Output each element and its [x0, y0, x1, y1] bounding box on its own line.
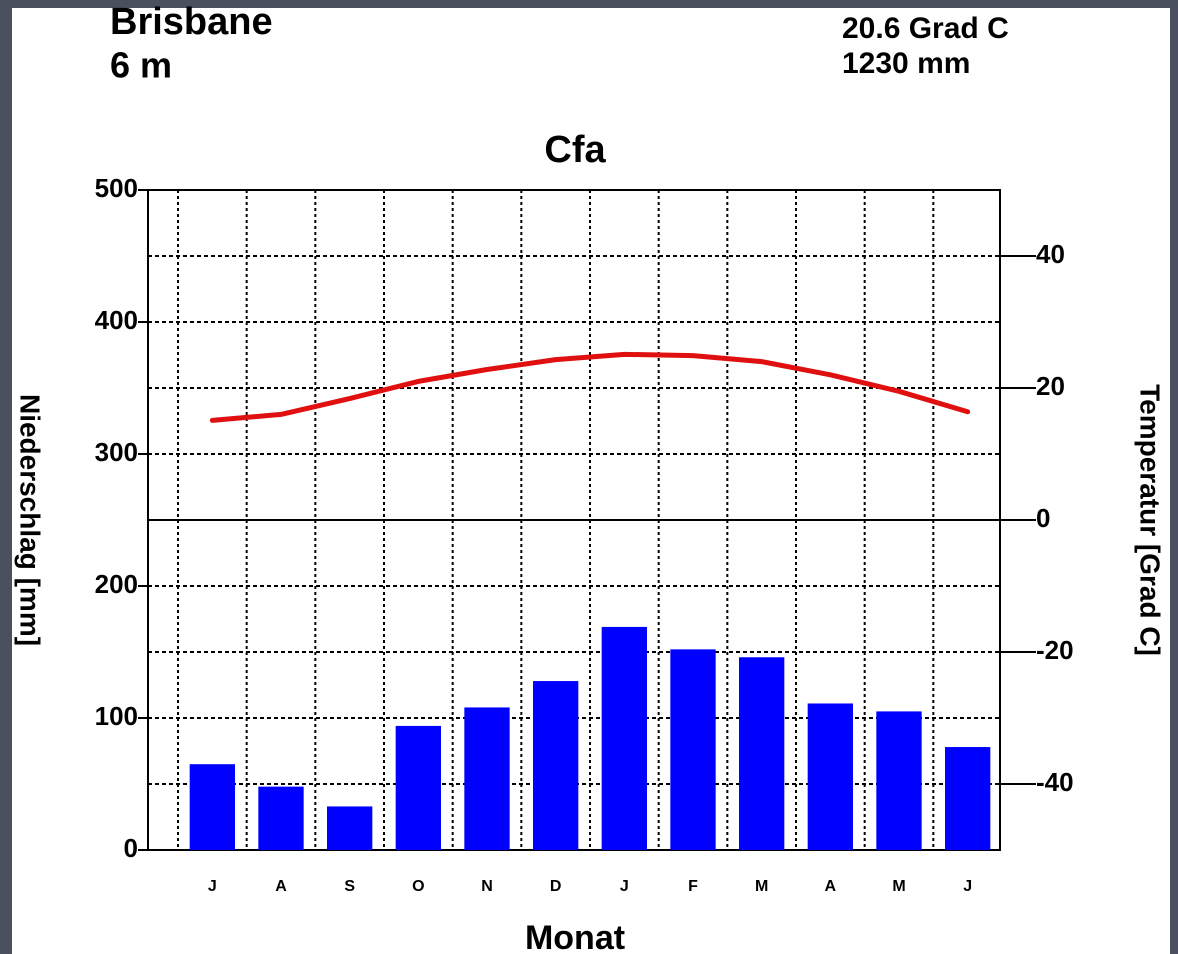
y-tick-label: 200: [95, 569, 138, 599]
x-tick-label: J: [208, 878, 217, 895]
x-tick-label: S: [344, 878, 355, 895]
y-tick-label: 100: [95, 701, 138, 731]
bar: [464, 707, 510, 850]
y2-tick-label: 0: [1036, 503, 1050, 533]
x-tick-label: A: [275, 878, 287, 895]
bar: [739, 657, 785, 850]
bar: [327, 806, 373, 850]
chart-title: Cfa: [544, 129, 606, 171]
x-tick-label: J: [963, 878, 972, 895]
x-tick-label: O: [412, 878, 424, 895]
y-tick-label: 400: [95, 305, 138, 335]
y2-tick-label: 40: [1036, 239, 1065, 269]
bar: [876, 711, 922, 850]
x-tick-label: D: [550, 878, 562, 895]
bar: [807, 703, 853, 850]
y-tick-label: 300: [95, 437, 138, 467]
bar: [258, 786, 304, 850]
y2-tick-label: -20: [1036, 635, 1074, 665]
bar: [601, 626, 647, 850]
y-tick-label: 500: [95, 173, 138, 203]
x-tick-label: F: [688, 878, 698, 895]
mean-temperature: 20.6 Grad C: [842, 12, 1009, 45]
x-axis-label: Monat: [525, 919, 625, 954]
annual-precipitation: 1230 mm: [842, 47, 970, 80]
bar: [189, 764, 235, 850]
x-tick-label: A: [825, 878, 837, 895]
y2-tick-label: -40: [1036, 767, 1074, 797]
x-tick-label: J: [620, 878, 629, 895]
bar: [395, 725, 441, 850]
station-name: Brisbane: [110, 1, 273, 43]
y2-tick-label: 20: [1036, 371, 1065, 401]
x-tick-label: M: [755, 878, 768, 895]
elevation: 6 m: [110, 45, 172, 86]
x-tick-label: M: [892, 878, 905, 895]
y2-axis-label: Temperatur [Grad C]: [1135, 384, 1166, 656]
y-tick-label: 0: [124, 833, 138, 863]
x-tick-label: N: [481, 878, 493, 895]
bar: [670, 649, 716, 850]
temperature-line: [209, 351, 971, 423]
y-axis-label: Niederschlag [mm]: [15, 394, 46, 646]
bar: [945, 747, 991, 850]
bar: [533, 681, 579, 850]
